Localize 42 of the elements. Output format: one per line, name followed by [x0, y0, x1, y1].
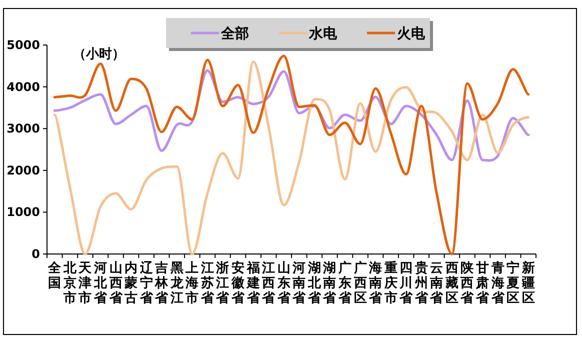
x-tick-label: 上海市: [184, 261, 199, 306]
x-tick-label: 北京市: [62, 261, 78, 306]
x-tick-label: 云南省: [429, 261, 444, 306]
x-tick-label: 江苏省: [200, 261, 215, 306]
x-tick-label: 海南省: [368, 261, 384, 306]
x-tick-label: 新疆区: [520, 260, 535, 306]
x-tick-label: 江西省: [261, 261, 276, 306]
y-tick-label: 5000: [6, 38, 40, 52]
x-tick-label: 陕西省: [460, 261, 475, 306]
x-tick-label: 重庆市: [383, 260, 398, 306]
y-tick-label: 3000: [6, 122, 40, 136]
y-tick-label: 0: [32, 247, 40, 261]
x-tick-label: 河南省: [292, 261, 307, 306]
x-tick-label: 河北省: [92, 261, 108, 306]
x-tick-label: 湖南省: [322, 261, 338, 306]
y-tick-label: 1000: [6, 205, 40, 220]
x-tick-label: 天津市: [78, 261, 93, 306]
x-tick-label: 山西省: [108, 261, 124, 306]
x-tick-label: 西藏区: [444, 261, 458, 306]
y-tick-label: 4000: [6, 80, 40, 94]
x-tick-label: 辽宁省: [138, 261, 154, 306]
x-tick-label: 青海省: [490, 261, 506, 306]
annotation: （小时）: [73, 47, 125, 62]
x-tick-label: 湖北省: [306, 261, 322, 306]
x-tick-label: 四川省: [398, 261, 414, 306]
x-tick-label: 全国: [47, 261, 62, 291]
x-tick-label: 浙江省: [215, 261, 230, 306]
x-tick-label: 甘肃省: [475, 261, 490, 306]
legend-label: 火电: [397, 26, 426, 42]
legend-label: 水电: [308, 26, 338, 42]
x-tick-label: 山东省: [276, 261, 292, 306]
x-tick-label: 广东省: [337, 260, 352, 306]
legend-label: 全部: [220, 25, 249, 42]
x-tick-label: 广西区: [352, 260, 367, 306]
x-tick-label: 贵州省: [414, 260, 429, 306]
x-tick-label: 黑龙江: [169, 261, 184, 306]
x-tick-label: 宁夏区: [506, 260, 520, 306]
x-tick-label: 吉林省: [154, 261, 170, 306]
x-tick-label: 福建省: [246, 260, 261, 306]
y-tick-label: 2000: [6, 163, 40, 178]
x-tick-label: 内蒙古: [124, 261, 138, 306]
x-tick-label: 安徽省: [230, 260, 246, 306]
